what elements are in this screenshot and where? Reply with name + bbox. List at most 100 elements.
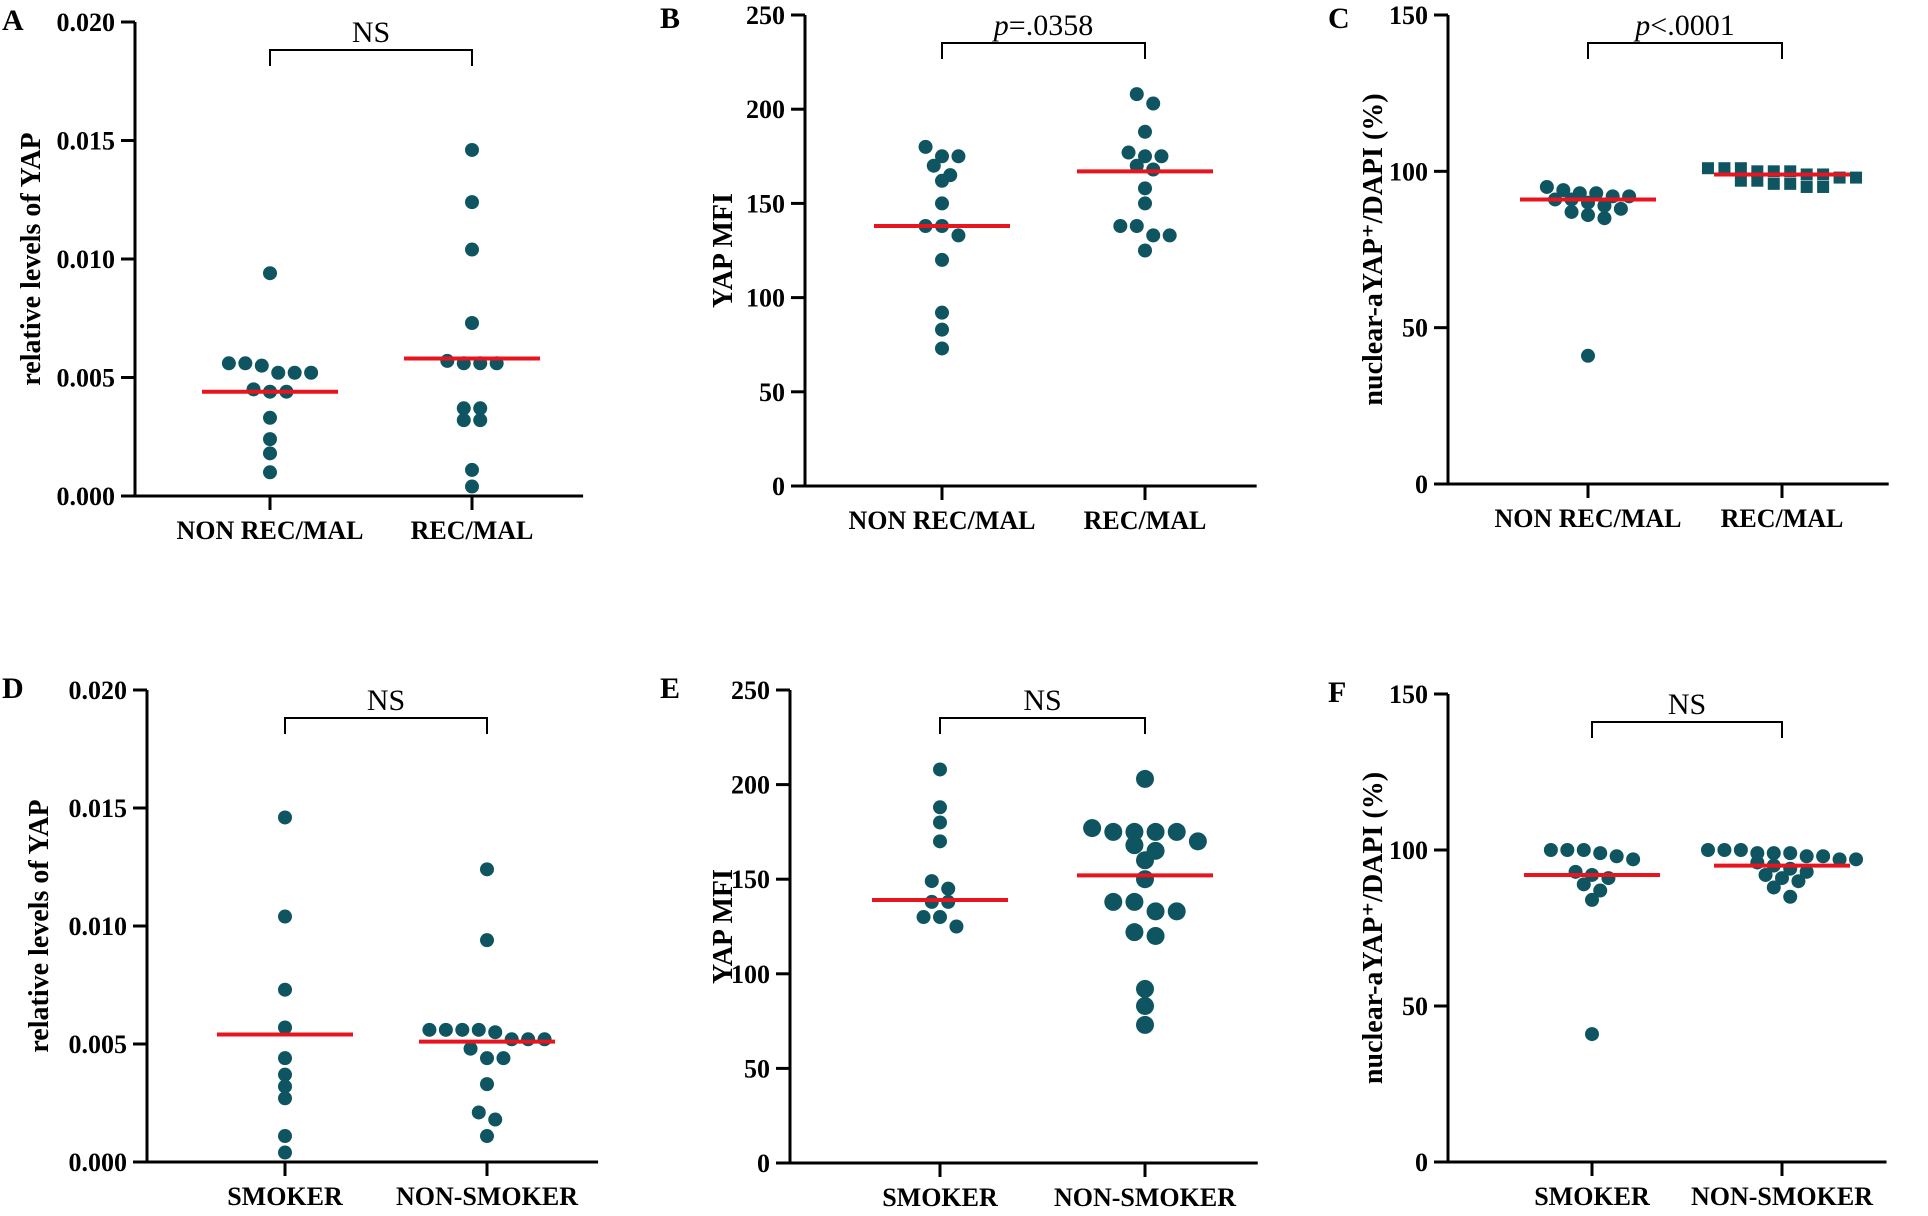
data-point	[1138, 196, 1152, 211]
x-tick-label: SMOKER	[1534, 1182, 1650, 1211]
y-tick-label: 200	[746, 95, 785, 124]
data-point	[1700, 843, 1715, 857]
data-point	[1125, 892, 1144, 911]
data-point	[1817, 180, 1830, 193]
data-point	[263, 465, 277, 480]
data-point	[1791, 874, 1806, 889]
data-point	[1539, 179, 1554, 194]
data-point	[1136, 1015, 1154, 1034]
data-point	[1734, 162, 1747, 175]
data-point	[1849, 852, 1864, 867]
x-tick-label: SMOKER	[227, 1182, 343, 1211]
data-point	[1767, 177, 1780, 190]
data-point	[1129, 219, 1144, 234]
comparison-bracket	[269, 49, 473, 66]
y-tick-label: 50	[1402, 992, 1428, 1021]
y-tick-label: 50	[759, 378, 785, 407]
data-point	[1783, 846, 1798, 861]
y-axis-label: relative levels of YAP	[24, 799, 55, 1052]
data-point	[1800, 180, 1813, 193]
y-tick-label: 0.005	[57, 364, 116, 393]
data-point	[488, 1025, 503, 1040]
data-point	[1136, 979, 1154, 998]
data-point	[246, 382, 261, 397]
data-point	[278, 1067, 292, 1082]
data-point	[1146, 96, 1161, 111]
data-point	[465, 195, 479, 210]
data-point	[465, 315, 479, 330]
data-point	[1850, 171, 1863, 184]
data-point	[918, 139, 933, 154]
data-point	[480, 1077, 494, 1092]
data-point	[238, 356, 253, 371]
data-point	[1138, 149, 1152, 164]
y-tick-label: 100	[746, 284, 785, 313]
data-point	[465, 142, 479, 157]
data-point	[1701, 162, 1714, 175]
panel-e: E 0 50 100 150 200 250 YAP MFI SMOKER NON-SMOKER N…	[660, 672, 1258, 1212]
panel-letter: B	[660, 2, 680, 35]
data-point	[935, 149, 949, 164]
y-tick-label: 0.020	[69, 676, 128, 705]
data-point	[278, 909, 292, 924]
y-tick-label: 0	[1415, 470, 1428, 499]
data-point	[1626, 852, 1641, 867]
data-point	[1609, 849, 1624, 864]
data-point	[1129, 158, 1144, 173]
comparison-label: p<.0001	[1633, 9, 1734, 42]
p-value: =.0358	[1009, 9, 1093, 42]
x-tick-label: NON REC/MAL	[176, 516, 363, 545]
data-point	[1083, 819, 1102, 838]
y-tick-label: 250	[731, 676, 770, 705]
data-point	[935, 173, 949, 188]
data-point	[1734, 174, 1747, 187]
data-point	[1162, 228, 1177, 243]
data-point	[933, 815, 947, 830]
x-tick-label: NON REC/MAL	[1494, 504, 1681, 533]
data-point	[1766, 846, 1781, 861]
data-point	[1758, 867, 1773, 882]
y-tick-label: 150	[1389, 680, 1428, 709]
data-point	[916, 910, 931, 925]
data-point	[1146, 228, 1161, 243]
x-tick-label: REC/MAL	[1721, 504, 1844, 533]
data-point	[1589, 186, 1604, 201]
comparison-bracket	[939, 717, 1146, 734]
p-value: <.0001	[1650, 9, 1734, 42]
data-point	[465, 479, 479, 494]
data-point	[935, 305, 949, 320]
data-point	[438, 1022, 453, 1037]
panel-f: F 0 50 100 150 nuclear-aYAP⁺/DAPI (%) SMOKER NO…	[1328, 676, 1887, 1211]
y-tick-label: 100	[731, 960, 770, 989]
panel-letter: A	[2, 4, 24, 37]
data-point	[278, 810, 292, 825]
data-point	[456, 401, 471, 416]
y-tick-label: 100	[1389, 157, 1428, 186]
y-tick-label: 150	[731, 865, 770, 894]
y-tick-label: 0.020	[57, 8, 116, 37]
data-point	[1613, 201, 1628, 216]
data-point	[1146, 926, 1165, 945]
data-point	[278, 1051, 292, 1066]
data-point	[221, 356, 236, 371]
panel-letter: E	[660, 672, 680, 705]
data-point	[1585, 892, 1599, 907]
data-point	[278, 982, 292, 997]
p-symbol: p	[1633, 9, 1650, 42]
y-tick-label: 0.000	[69, 1148, 128, 1177]
data-point	[1576, 843, 1591, 857]
data-point	[287, 365, 302, 380]
comparison-bracket	[1591, 721, 1783, 738]
data-point	[1136, 769, 1154, 788]
data-point	[496, 1051, 511, 1066]
data-point	[1799, 849, 1814, 864]
y-tick-label: 0.010	[69, 912, 128, 941]
data-point	[1717, 843, 1732, 857]
data-point	[1832, 852, 1847, 867]
data-point	[935, 341, 949, 356]
x-tick-label: REC/MAL	[411, 516, 534, 545]
y-axis-label: nuclear-aYAP⁺/DAPI (%)	[1358, 93, 1389, 405]
data-point	[951, 228, 966, 243]
data-point	[1560, 843, 1575, 857]
